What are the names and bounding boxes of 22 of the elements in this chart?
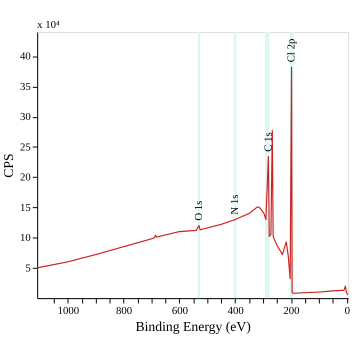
y-tick-label: 5 [25,262,31,274]
y-tick-label: 15 [20,202,31,214]
annotation: O 1s [192,200,205,221]
y-tick-label: 40 [20,50,31,63]
x-tick-label: 600 [172,305,188,318]
x-tick-label: 800 [116,305,132,318]
y-tick-label: 25 [20,141,31,154]
x-tick-label: 1000 [58,305,80,318]
x-tick-label: 200 [283,305,300,318]
annotation: C 1s [262,132,274,152]
y-tick-label: 20 [20,172,31,184]
annotation: Cl 2p [285,38,298,62]
x-tick-label: 400 [228,305,244,318]
y-tick-label: 35 [20,80,31,93]
line-series [36,66,348,296]
x-axis-title: Binding Energy (eV) [136,318,251,334]
y-tick-label: 30 [20,111,31,124]
annotation: N 1s [229,194,242,215]
y-axis-title: CPS [1,153,16,178]
text: x 10⁴ [37,19,60,32]
x-tick-label: 0 [344,305,350,318]
y-tick-label: 10 [20,232,31,244]
